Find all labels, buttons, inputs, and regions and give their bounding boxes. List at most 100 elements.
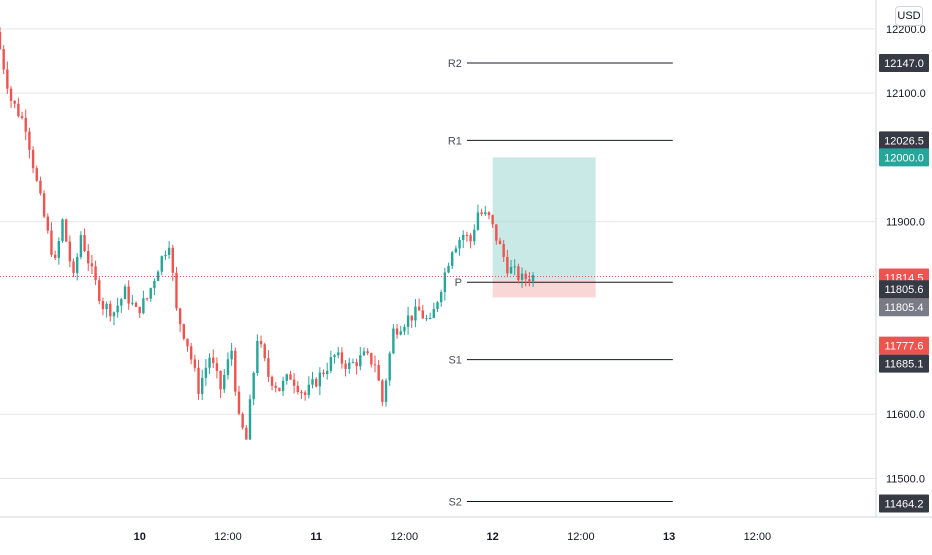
candle[interactable] [263, 342, 266, 362]
candle[interactable] [134, 301, 138, 308]
candle[interactable] [112, 311, 116, 326]
candle[interactable] [94, 260, 97, 286]
candle[interactable] [447, 262, 450, 274]
candle[interactable] [473, 224, 476, 246]
candle[interactable] [480, 208, 483, 217]
pivot-points-layer[interactable]: R2 R1 P S1 S2 [448, 58, 673, 509]
candle[interactable] [340, 347, 344, 369]
candle[interactable] [337, 346, 340, 359]
candle[interactable] [484, 206, 487, 216]
candle[interactable] [381, 379, 384, 407]
candle[interactable] [506, 249, 509, 278]
candle[interactable] [87, 244, 90, 272]
candle[interactable] [300, 389, 303, 399]
candle[interactable] [528, 271, 531, 287]
candle[interactable] [451, 250, 454, 269]
candle[interactable] [245, 424, 248, 440]
candle[interactable] [403, 324, 406, 336]
candle[interactable] [6, 61, 9, 94]
candle[interactable] [127, 280, 130, 310]
candle[interactable] [72, 258, 75, 277]
candle[interactable] [142, 290, 145, 315]
candle[interactable] [436, 301, 439, 312]
candle[interactable] [186, 338, 189, 352]
candle[interactable] [39, 176, 42, 196]
candle[interactable] [98, 277, 101, 305]
candle[interactable] [167, 240, 171, 259]
candle[interactable] [414, 299, 417, 328]
candle[interactable] [410, 315, 413, 329]
candle[interactable] [417, 298, 421, 311]
candle[interactable] [425, 314, 428, 322]
candle[interactable] [61, 218, 64, 244]
candle[interactable] [370, 352, 373, 368]
candle[interactable] [149, 287, 152, 302]
candle[interactable] [204, 359, 208, 386]
candle[interactable] [248, 394, 252, 440]
candle[interactable] [351, 358, 355, 364]
candle[interactable] [226, 352, 230, 380]
candle[interactable] [50, 222, 53, 257]
candle[interactable] [259, 335, 263, 348]
candle[interactable] [359, 346, 362, 371]
candle[interactable] [24, 109, 27, 141]
candle[interactable] [53, 250, 57, 261]
candle[interactable] [362, 347, 366, 357]
candle[interactable] [212, 349, 215, 368]
profit-target-zone[interactable] [492, 157, 596, 280]
candle[interactable] [2, 45, 5, 74]
candle[interactable] [377, 360, 380, 381]
candle[interactable] [303, 390, 307, 401]
candle[interactable] [289, 370, 292, 380]
candle[interactable] [432, 302, 436, 319]
candle[interactable] [513, 259, 516, 276]
candle[interactable] [79, 231, 83, 260]
candle[interactable] [105, 301, 108, 318]
candle[interactable] [281, 376, 285, 396]
candle[interactable] [498, 237, 502, 245]
candle[interactable] [384, 378, 388, 407]
candle[interactable] [531, 272, 535, 287]
candle[interactable] [443, 267, 447, 301]
candle[interactable] [292, 373, 296, 394]
candle[interactable] [193, 354, 197, 372]
candle[interactable] [314, 377, 318, 388]
candle[interactable] [13, 100, 16, 109]
position-zone-layer[interactable] [492, 157, 596, 298]
candle[interactable] [90, 255, 94, 275]
stop-loss-zone[interactable] [492, 279, 596, 298]
candle[interactable] [439, 289, 443, 307]
candle[interactable] [17, 97, 20, 118]
candle[interactable] [311, 371, 314, 389]
candle[interactable] [502, 240, 505, 262]
candle[interactable] [42, 190, 46, 219]
candle[interactable] [406, 306, 410, 335]
candle[interactable] [120, 297, 123, 313]
candle[interactable] [318, 367, 322, 396]
candle[interactable] [131, 294, 134, 306]
candle[interactable] [267, 350, 270, 382]
candle[interactable] [329, 350, 333, 374]
candle[interactable] [454, 245, 458, 254]
candle[interactable] [178, 307, 182, 333]
candle[interactable] [28, 127, 31, 159]
candle[interactable] [322, 369, 325, 377]
candle[interactable] [399, 325, 402, 336]
candle[interactable] [274, 382, 277, 393]
candle[interactable] [57, 237, 61, 265]
currency-badge[interactable]: USD [895, 6, 923, 26]
candle[interactable] [270, 375, 274, 391]
candle[interactable] [230, 342, 233, 366]
candle[interactable] [469, 232, 472, 249]
candle[interactable] [9, 86, 13, 108]
candle[interactable] [116, 297, 119, 318]
candle[interactable] [197, 359, 200, 400]
candle[interactable] [241, 412, 244, 430]
candle[interactable] [123, 284, 127, 300]
candle[interactable] [252, 371, 255, 406]
candle[interactable] [388, 351, 391, 386]
candle[interactable] [285, 373, 288, 385]
candle[interactable] [256, 334, 259, 376]
candle[interactable] [458, 237, 461, 256]
